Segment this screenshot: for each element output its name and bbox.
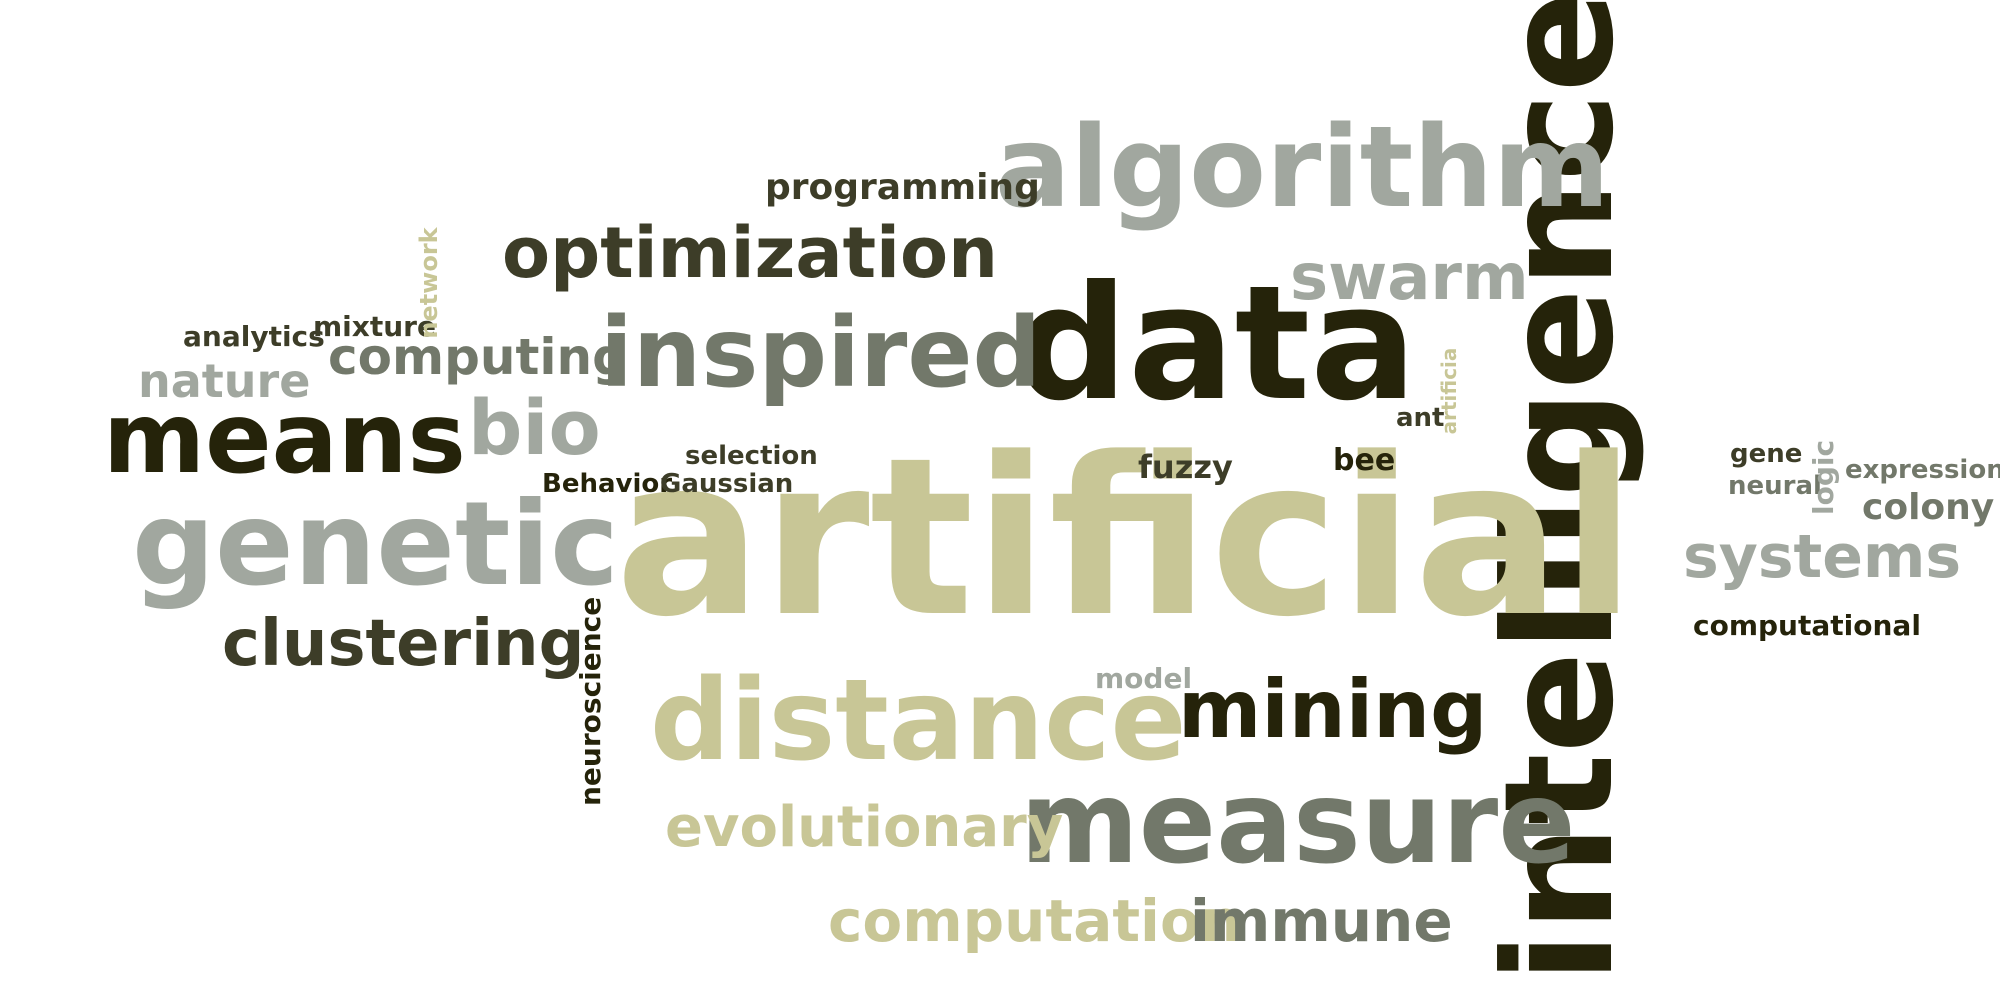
word-behavior: Behavior <box>542 469 673 499</box>
word-optimization: optimization <box>502 212 998 294</box>
word-means: means <box>103 382 466 496</box>
word-gaussian: Gaussian <box>660 469 794 499</box>
word-artificia: artificia <box>1437 347 1461 435</box>
word-ant: ant <box>1396 403 1445 433</box>
word-immune: immune <box>1190 887 1453 955</box>
word-model: model <box>1095 662 1193 695</box>
word-logic: logic <box>1807 439 1840 515</box>
word-bee: bee <box>1333 443 1396 478</box>
word-artificial: artificial <box>615 412 1636 665</box>
word-clustering: clustering <box>222 607 585 681</box>
word-data: data <box>1015 252 1417 436</box>
word-expression: expression <box>1845 455 2000 485</box>
word-genetic: genetic <box>132 477 619 612</box>
word-systems: systems <box>1683 522 1962 592</box>
word-computing: computing <box>328 328 628 386</box>
word-neural: neural <box>1728 471 1822 501</box>
word-analytics: analytics <box>183 320 325 353</box>
word-programming: programming <box>765 167 1040 208</box>
word-measure: measure <box>1020 756 1576 889</box>
word-gene: gene <box>1730 439 1803 469</box>
word-fuzzy: fuzzy <box>1138 448 1233 486</box>
word-colony: colony <box>1862 487 1995 528</box>
word-bio: bio <box>468 383 601 472</box>
word-network: network <box>415 227 443 339</box>
word-inspired: inspired <box>600 297 1042 409</box>
word-swarm: swarm <box>1290 241 1529 315</box>
word-evolutionary: evolutionary <box>665 795 1064 860</box>
word-nature: nature <box>138 354 311 408</box>
word-neuroscience: neuroscience <box>574 596 607 806</box>
word-algorithm: algorithm <box>995 103 1610 233</box>
word-distance: distance <box>650 656 1187 786</box>
word-mixture: mixture <box>313 310 436 343</box>
word-computation: computation <box>828 887 1242 955</box>
word-mining: mining <box>1178 663 1488 756</box>
word-computational: computational <box>1693 609 1921 642</box>
word-selection: selection <box>685 441 818 471</box>
